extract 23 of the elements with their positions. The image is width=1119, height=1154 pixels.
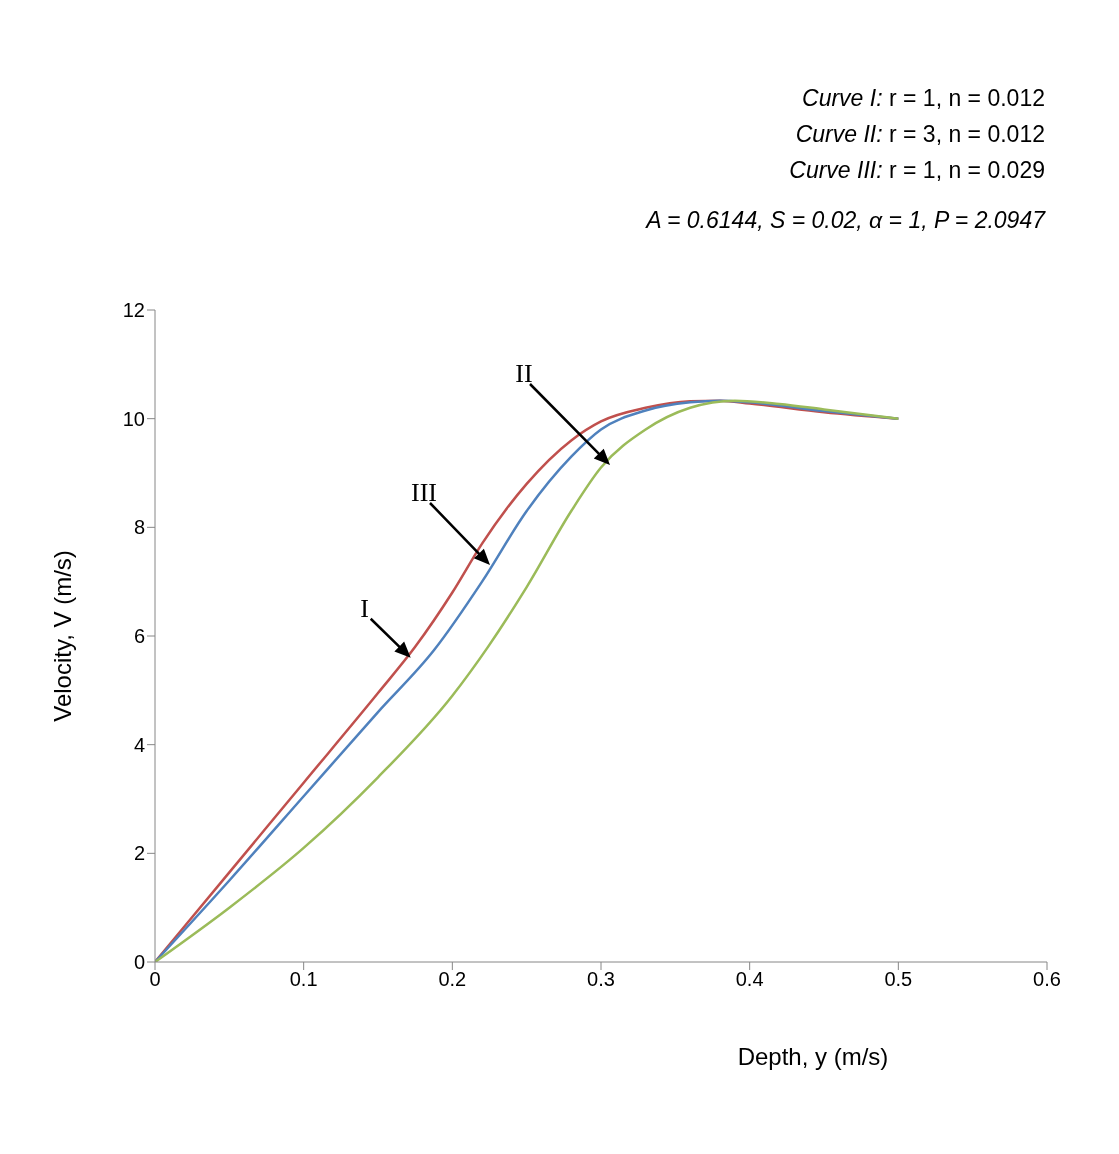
y-tick-label: 4: [133, 733, 145, 756]
y-tick-label: 12: [122, 299, 145, 322]
x-tick-label: 0.3: [587, 968, 615, 991]
y-tick-label: 6: [133, 625, 145, 648]
x-tick-label: 0.5: [884, 968, 913, 991]
text: Curve II: r = 3, n = 0.012: [795, 121, 1045, 147]
x-tick-label: 0: [149, 968, 161, 991]
x-tick-label: 0.2: [438, 968, 467, 991]
y-tick-label: 10: [122, 407, 145, 430]
y-tick-label: 2: [133, 842, 145, 865]
y-tick-label: 0: [133, 951, 145, 974]
x-tick-label: 0.1: [289, 968, 318, 991]
annotation: II: [515, 359, 533, 388]
text: Curve I: r = 1, n = 0.012: [802, 85, 1045, 111]
annotation: III: [411, 478, 437, 507]
y-axis-title: Velocity, V (m/s): [49, 550, 77, 722]
x-axis-title: Depth, y (m/s): [737, 1043, 889, 1071]
text: A = 0.6144, S = 0.02, α = 1, P = 2.0947: [646, 207, 1045, 233]
text: Curve III: r = 1, n = 0.029: [789, 157, 1045, 183]
x-tick-label: 0.4: [735, 968, 764, 991]
y-tick-label: 8: [133, 516, 145, 539]
annotation: I: [360, 593, 370, 623]
x-tick-label: 0.6: [1033, 968, 1061, 991]
